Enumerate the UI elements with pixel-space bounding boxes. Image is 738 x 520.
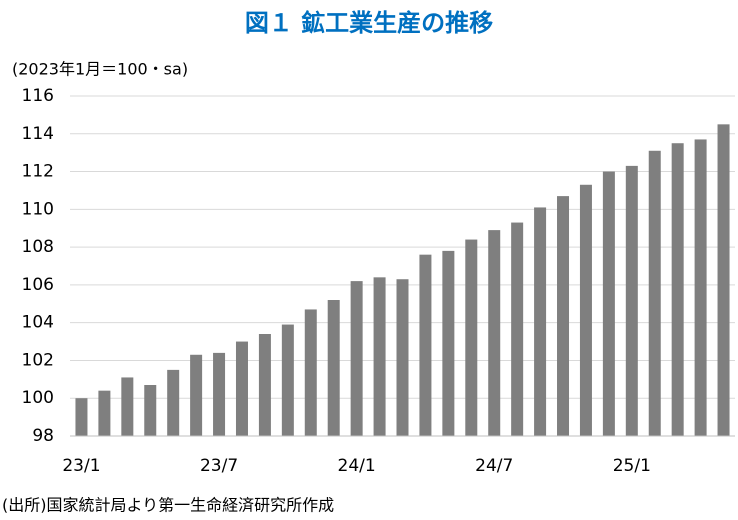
bar xyxy=(396,279,409,436)
bar xyxy=(327,300,340,436)
bar xyxy=(98,390,111,436)
y-tick-label: 112 xyxy=(22,162,54,182)
bar xyxy=(648,150,661,436)
source-note: (出所)国家統計局より第一生命経済研究所作成 xyxy=(2,496,334,515)
bar xyxy=(717,124,730,436)
bar xyxy=(304,309,317,436)
bar xyxy=(190,354,203,436)
x-tick-label: 24/7 xyxy=(475,456,513,476)
y-tick-label: 116 xyxy=(22,86,54,106)
chart-title: 図１ 鉱工業生産の推移 xyxy=(245,9,493,37)
bar xyxy=(373,277,386,436)
y-tick-label: 114 xyxy=(22,124,54,144)
bar xyxy=(694,139,707,436)
y-tick-label: 108 xyxy=(22,237,54,257)
bar xyxy=(465,239,478,436)
y-tick-label: 106 xyxy=(22,275,54,295)
bar xyxy=(350,281,363,436)
x-tick-label: 24/1 xyxy=(338,456,376,476)
x-tick-label: 23/1 xyxy=(62,456,100,476)
bar xyxy=(419,254,432,436)
y-axis-label: (2023年1月＝100・sa) xyxy=(12,60,188,79)
bar xyxy=(442,250,455,436)
bar xyxy=(167,369,180,436)
bar xyxy=(579,184,592,436)
bar xyxy=(213,352,226,436)
bar xyxy=(144,385,157,436)
bar xyxy=(602,171,615,437)
bar xyxy=(557,196,570,436)
bar xyxy=(625,165,638,436)
y-tick-label: 100 xyxy=(22,388,54,408)
bar xyxy=(75,398,88,436)
bar xyxy=(235,341,248,436)
bar xyxy=(511,222,524,436)
y-tick-label: 98 xyxy=(32,426,54,446)
bar xyxy=(281,324,294,436)
bar xyxy=(671,143,684,436)
y-tick-label: 102 xyxy=(22,350,54,370)
y-tick-label: 104 xyxy=(22,313,54,333)
bar xyxy=(534,207,547,436)
bar xyxy=(258,334,271,436)
bar xyxy=(488,230,501,436)
x-tick-label: 25/1 xyxy=(613,456,651,476)
bar xyxy=(121,377,134,436)
x-tick-label: 23/7 xyxy=(200,456,238,476)
y-tick-label: 110 xyxy=(22,199,54,219)
